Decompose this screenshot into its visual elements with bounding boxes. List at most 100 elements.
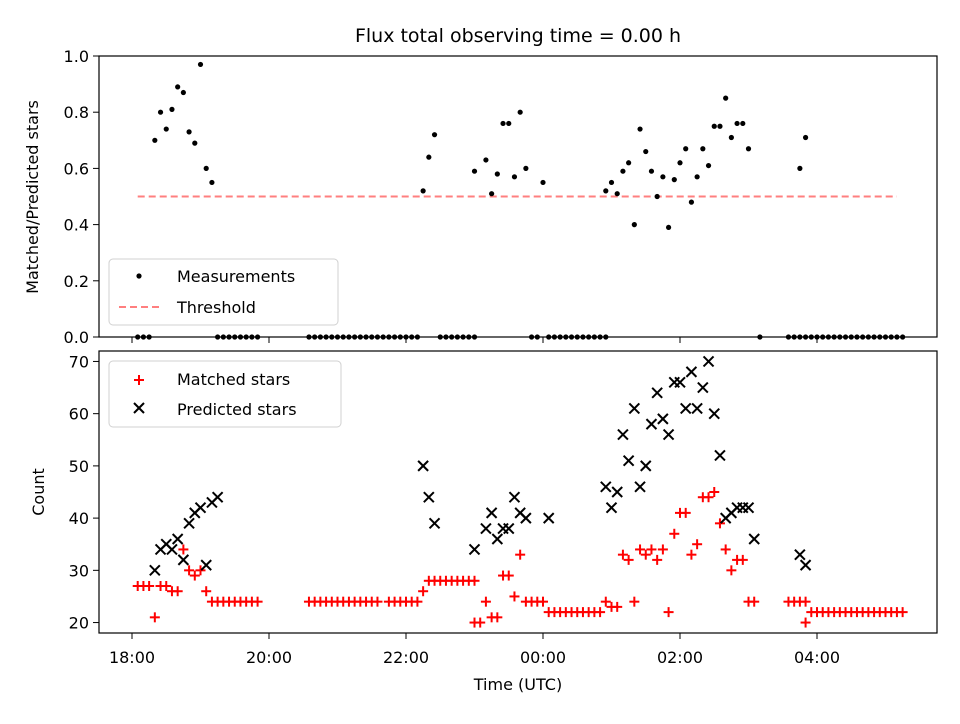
predicted-point-32 (640, 460, 652, 472)
measurement-point-89 (683, 146, 689, 152)
legend-measurements-marker (136, 273, 142, 279)
predicted-point-38 (674, 376, 686, 389)
predicted-point-0 (149, 564, 161, 577)
bottom-xtick-label-2: 22:00 (383, 648, 429, 667)
predicted-point-23 (520, 512, 532, 524)
bottom-ytick-label-4: 60 (69, 405, 89, 424)
measurement-point-6 (169, 106, 175, 112)
measurement-point-79 (626, 160, 632, 166)
matched-point-58 (509, 591, 520, 602)
matched-point-100 (749, 596, 760, 607)
bottom-xtick-label-3: 00:00 (520, 648, 566, 667)
matched-point-34 (372, 596, 383, 607)
matched-point-95 (720, 544, 731, 555)
measurement-point-4 (157, 109, 164, 115)
matched-point-76 (612, 601, 623, 612)
matched-point-85 (663, 607, 674, 618)
matched-point-98 (737, 554, 748, 565)
matched-point-122 (897, 607, 908, 618)
predicted-point-26 (605, 501, 618, 514)
predicted-point-25 (600, 481, 612, 493)
top-ylabel: Matched/Predicted stars (23, 100, 42, 294)
bottom-xtick-label-0: 18:00 (109, 648, 155, 667)
matched-point-104 (800, 596, 811, 607)
matched-point-96 (726, 565, 737, 576)
predicted-point-36 (662, 428, 675, 441)
matched-point-21 (252, 596, 263, 607)
measurement-point-52 (471, 168, 478, 174)
top-ytick-label-1: 0.2 (64, 272, 89, 291)
bottom-xtick-label-5: 04:00 (794, 648, 840, 667)
measurement-point-60 (523, 165, 529, 171)
measurement-point-53 (483, 157, 489, 163)
bottom-axes-frame (98, 350, 938, 634)
bottom-ytick-label-3: 50 (69, 457, 89, 476)
measurement-point-95 (717, 123, 723, 129)
measurement-point-12 (203, 165, 209, 171)
bottom-ytick-label-0: 20 (69, 614, 89, 633)
predicted-point-44 (708, 407, 720, 420)
matched-point-12 (201, 586, 212, 597)
matched-point-3 (149, 612, 160, 623)
predicted-point-20 (503, 522, 515, 535)
bottom-xtick-label-4: 02:00 (657, 648, 703, 667)
top-ytick-label-4: 0.8 (64, 103, 89, 122)
predicted-point-28 (617, 428, 629, 441)
measurement-point-90 (688, 199, 695, 205)
top-axes-frame (98, 55, 938, 338)
matched-point-73 (595, 607, 606, 618)
predicted-point-41 (691, 402, 703, 415)
predicted-point-45 (714, 449, 726, 462)
measurement-point-88 (677, 160, 683, 166)
matched-point-78 (623, 554, 634, 565)
matched-point-50 (469, 575, 480, 586)
predicted-point-13 (423, 491, 435, 503)
measurement-point-85 (660, 174, 666, 180)
matched-point-63 (538, 596, 548, 607)
measurement-point-13 (209, 179, 215, 186)
measurement-point-98 (734, 120, 740, 127)
bottom-ytick-label-5: 70 (69, 352, 89, 371)
measurement-point-3 (152, 137, 158, 143)
measurement-point-77 (614, 191, 620, 197)
measurement-point-92 (700, 146, 706, 152)
matched-point-82 (646, 544, 657, 555)
measurement-point-56 (500, 120, 506, 127)
predicted-point-4 (171, 533, 184, 545)
bottom-xtick-label-1: 20:00 (246, 648, 292, 667)
matched-point-80 (635, 544, 646, 555)
matched-point-59 (515, 549, 526, 560)
matched-point-8 (178, 544, 189, 555)
measurement-point-55 (494, 171, 500, 177)
measurement-point-96 (723, 95, 729, 101)
measurement-point-44 (431, 132, 438, 138)
measurement-point-99 (740, 120, 746, 127)
matched-point-86 (669, 528, 680, 539)
predicted-point-15 (468, 543, 481, 556)
bottom-ytick-label-2: 40 (69, 509, 89, 528)
predicted-point-3 (166, 543, 178, 556)
predicted-point-21 (508, 491, 521, 503)
legend-matched-label: Matched stars (177, 370, 290, 389)
predicted-point-31 (634, 481, 646, 493)
top-ytick-label-3: 0.6 (64, 159, 89, 178)
matched-point-40 (412, 596, 423, 607)
predicted-point-27 (611, 486, 623, 498)
matched-point-7 (172, 586, 183, 597)
matched-point-84 (657, 544, 668, 555)
top-ytick-label-2: 0.4 (64, 216, 89, 235)
matched-point-89 (686, 549, 697, 560)
matched-point-55 (492, 612, 503, 623)
predicted-point-30 (628, 402, 641, 415)
predicted-point-35 (657, 413, 669, 425)
predicted-point-42 (697, 381, 709, 394)
measurement-point-81 (637, 126, 643, 132)
predicted-point-33 (645, 418, 658, 430)
matched-point-81 (640, 549, 651, 560)
matched-point-79 (629, 596, 640, 607)
top-legend-box (108, 258, 339, 326)
top-ytick-label-0: 0.0 (64, 328, 89, 347)
matched-point-90 (692, 539, 703, 550)
measurement-point-58 (511, 174, 518, 180)
matched-point-2 (144, 581, 155, 591)
